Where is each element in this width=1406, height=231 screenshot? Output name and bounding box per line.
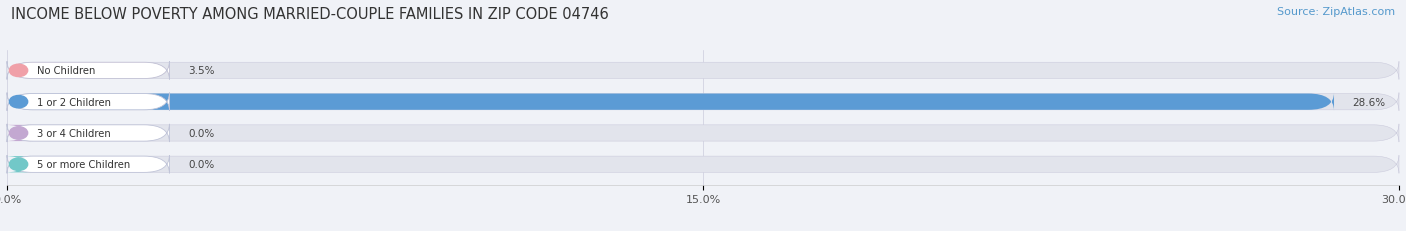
FancyBboxPatch shape	[4, 155, 32, 173]
FancyBboxPatch shape	[7, 155, 1399, 173]
FancyBboxPatch shape	[4, 124, 32, 143]
Text: INCOME BELOW POVERTY AMONG MARRIED-COUPLE FAMILIES IN ZIP CODE 04746: INCOME BELOW POVERTY AMONG MARRIED-COUPL…	[11, 7, 609, 22]
Text: 5 or more Children: 5 or more Children	[37, 160, 131, 170]
FancyBboxPatch shape	[7, 62, 170, 80]
FancyBboxPatch shape	[7, 93, 1399, 111]
Circle shape	[10, 96, 28, 108]
Text: Source: ZipAtlas.com: Source: ZipAtlas.com	[1277, 7, 1395, 17]
FancyBboxPatch shape	[7, 62, 1399, 80]
Circle shape	[10, 158, 28, 171]
FancyBboxPatch shape	[7, 155, 170, 173]
Text: 0.0%: 0.0%	[188, 160, 214, 170]
FancyBboxPatch shape	[7, 124, 1399, 143]
Text: 28.6%: 28.6%	[1353, 97, 1386, 107]
Text: 3 or 4 Children: 3 or 4 Children	[37, 128, 111, 138]
Text: 3.5%: 3.5%	[188, 66, 215, 76]
Text: No Children: No Children	[37, 66, 96, 76]
FancyBboxPatch shape	[7, 62, 170, 80]
FancyBboxPatch shape	[7, 93, 170, 111]
FancyBboxPatch shape	[7, 93, 1334, 111]
Text: 1 or 2 Children: 1 or 2 Children	[37, 97, 111, 107]
Circle shape	[10, 65, 28, 77]
Text: 0.0%: 0.0%	[188, 128, 214, 138]
FancyBboxPatch shape	[7, 124, 170, 143]
Circle shape	[10, 127, 28, 140]
